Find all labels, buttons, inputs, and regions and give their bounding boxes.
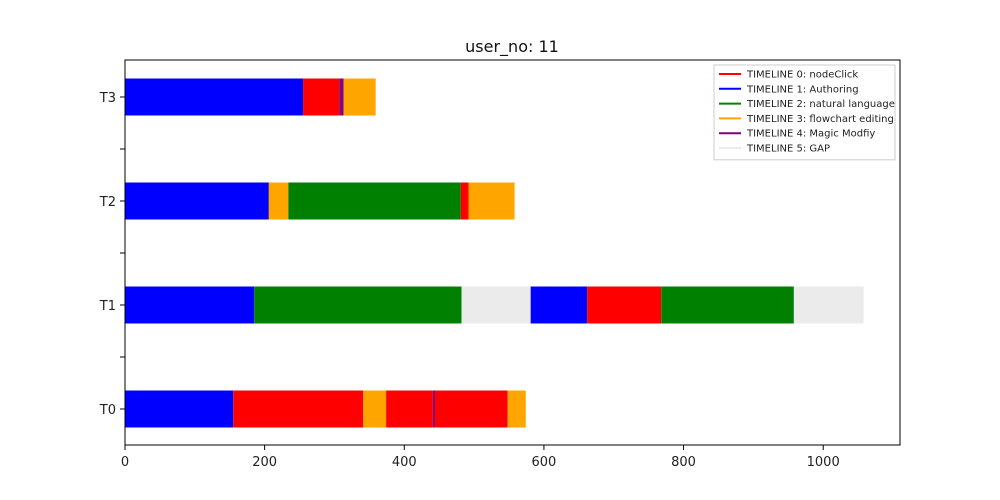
x-tick-label: 200: [252, 455, 277, 470]
bar-segment-t2-2: [288, 182, 461, 220]
legend-entry-label: TIMELINE 3: flowchart editing: [746, 114, 894, 125]
bar-segment-t2-3: [460, 182, 469, 220]
bar-segment-t1-3: [530, 286, 588, 324]
chart-title: user_no: 11: [465, 37, 559, 57]
x-tick-label: 1000: [807, 455, 840, 470]
x-tick-label: 0: [121, 455, 129, 470]
bar-segment-t0-2: [363, 390, 387, 428]
bar-segment-t1-6: [793, 286, 864, 324]
legend-entry-label: TIMELINE 4: Magic Modfiy: [746, 129, 875, 140]
bar-segment-t1-5: [661, 286, 794, 324]
x-tick-label: 600: [532, 455, 557, 470]
y-tick-label: T1: [99, 299, 116, 314]
bar-segment-t1-2: [461, 286, 531, 324]
bar-segment-t0-5: [435, 390, 508, 428]
y-tick-label: T2: [99, 195, 116, 210]
bar-segment-t3-2: [339, 78, 344, 116]
x-tick-label: 800: [671, 455, 696, 470]
bar-segment-t1-4: [587, 286, 662, 324]
bar-segment-t0-4: [432, 390, 435, 428]
legend: TIMELINE 0: nodeClick TIMELINE 1: Authori…: [713, 64, 896, 161]
bar-segment-t3-0: [125, 78, 304, 116]
bar-segment-t0-6: [507, 390, 526, 428]
legend-entry-label: TIMELINE 1: Authoring: [746, 84, 859, 95]
bar-segment-t2-4: [468, 182, 515, 220]
bars-layer: [125, 78, 864, 428]
bar-segment-t0-0: [125, 390, 234, 428]
bar-segment-t1-0: [125, 286, 255, 324]
x-tick-label: 400: [392, 455, 417, 470]
legend-entry-label: TIMELINE 0: nodeClick: [746, 70, 858, 81]
legend-entry-label: TIMELINE 2: natural language: [746, 99, 895, 110]
legend-entry-label: TIMELINE 5: GAP: [746, 144, 830, 155]
bar-segment-t2-0: [125, 182, 269, 220]
y-tick-label: T0: [99, 403, 116, 418]
bar-segment-t1-1: [254, 286, 462, 324]
y-tick-label: T3: [99, 91, 116, 106]
bar-segment-t3-1: [303, 78, 340, 116]
bar-segment-t0-3: [386, 390, 433, 428]
bar-segment-t3-3: [343, 78, 376, 116]
legend-box: [713, 64, 896, 161]
bar-segment-t2-1: [268, 182, 289, 220]
axes-layer: 0 200 400 600 800 1000 T0 T1 T2 T3: [99, 59, 901, 470]
bar-segment-t0-1: [233, 390, 364, 428]
